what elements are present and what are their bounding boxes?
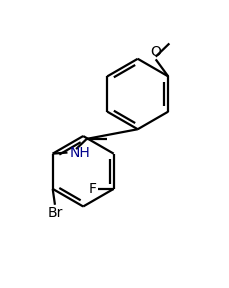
Text: Br: Br xyxy=(47,206,62,220)
Text: NH: NH xyxy=(69,145,90,160)
Text: O: O xyxy=(150,45,161,59)
Text: F: F xyxy=(88,182,96,196)
